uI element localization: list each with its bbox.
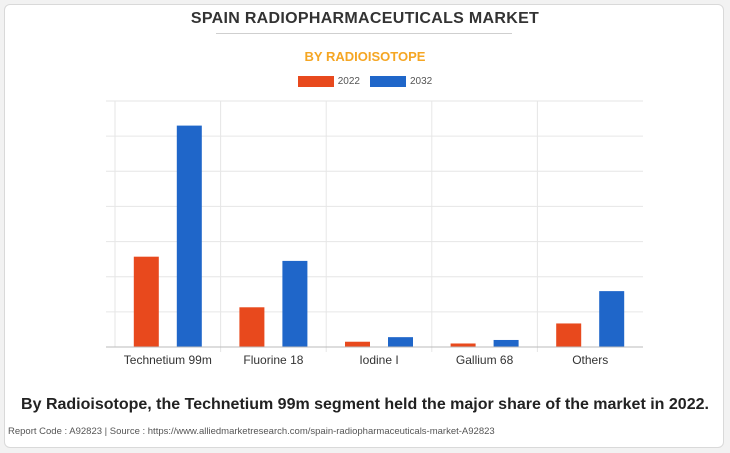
bar-2022-fluorine-18	[239, 307, 265, 347]
legend-label-2022: 2022	[337, 76, 360, 87]
x-tick-label: Gallium 68	[456, 353, 514, 367]
chart-title: SPAIN RADIOPHARMACEUTICALS MARKET	[190, 10, 540, 27]
legend-label-2032: 2032	[410, 76, 433, 87]
legend-item-2032[interactable]: 2032	[370, 76, 432, 87]
title-divider	[216, 33, 512, 34]
bar-2032-iodine-i	[388, 337, 413, 347]
legend-swatch-2022	[297, 76, 334, 87]
bar-2022-iodine-i	[345, 341, 370, 347]
chart-card	[4, 4, 724, 448]
bar-2022-gallium-68	[450, 343, 476, 347]
chart-legend: 2022 2032	[0, 76, 730, 87]
chart-subtitle: BY RADIOISOTOPE	[304, 49, 426, 64]
bar-2022-technetium-99m	[133, 256, 159, 347]
chart-caption: By Radioisotope, the Technetium 99m segm…	[21, 396, 709, 413]
bar-2032-gallium-68	[493, 339, 519, 347]
bar-2022-others	[556, 323, 582, 347]
x-tick-label: Technetium 99m	[124, 353, 212, 367]
x-tick-label: Others	[572, 353, 608, 367]
legend-swatch-2032	[370, 76, 406, 87]
bar-2032-technetium-99m	[176, 125, 202, 347]
x-tick-label: Iodine I	[359, 353, 398, 367]
report-footer: Report Code : A92823 | Source : https://…	[8, 426, 495, 437]
bar-2032-fluorine-18	[282, 260, 308, 347]
x-tick-label: Fluorine 18	[243, 353, 303, 367]
legend-item-2022[interactable]: 2022	[297, 76, 360, 87]
bar-2032-others	[599, 291, 625, 347]
